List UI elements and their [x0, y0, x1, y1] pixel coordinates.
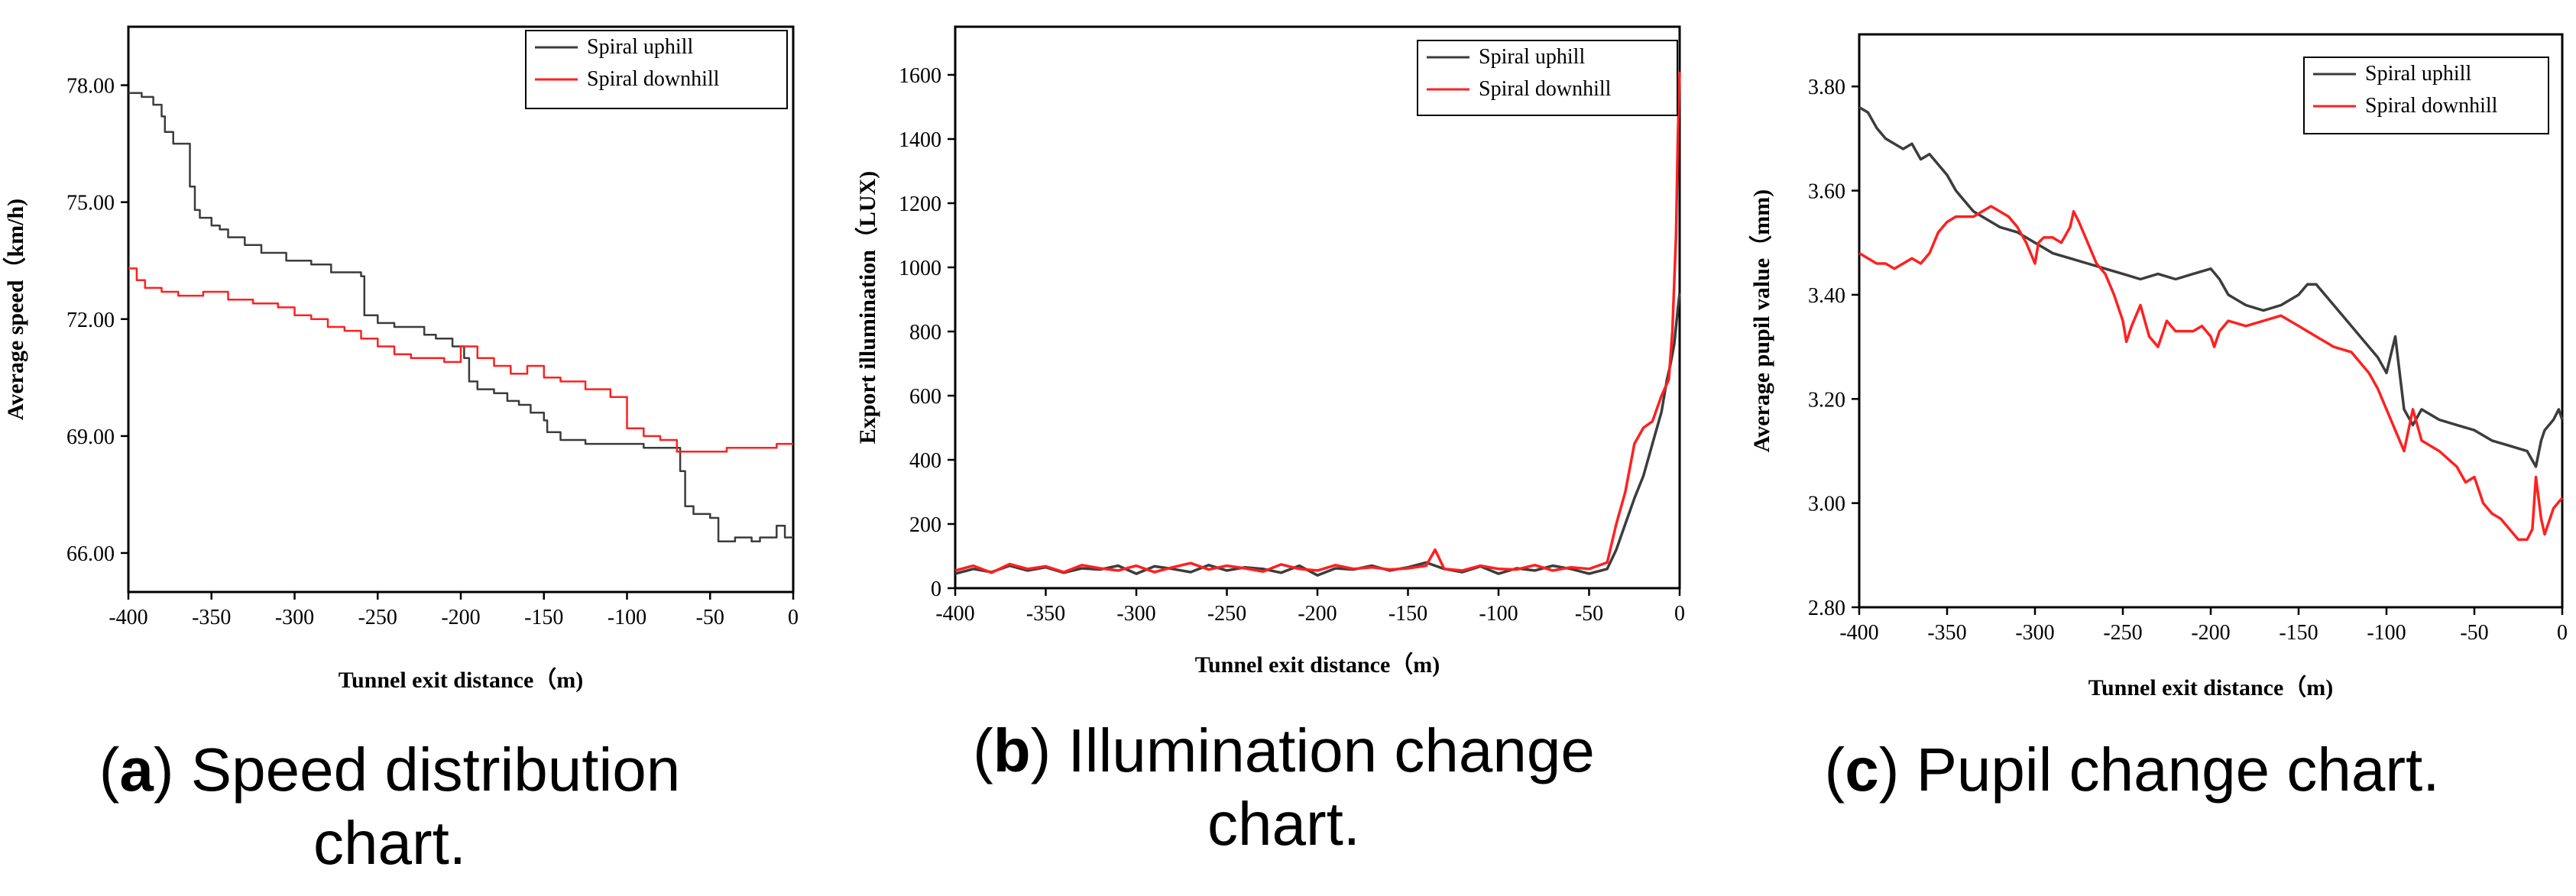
panel-b-x-tick-label: -200 — [1298, 602, 1337, 626]
panel-b-x-tick-label: -250 — [1207, 602, 1246, 626]
panel-b-x-axis-label: Tunnel exit distance（m) — [1195, 652, 1440, 678]
panel-a-y-tick-label: 66.00 — [66, 542, 115, 566]
panel-a-x-tick-label: 0 — [788, 606, 799, 629]
panel-a-x-tick-label: -250 — [358, 606, 397, 629]
panel-c-legend-label: Spiral uphill — [2365, 62, 2471, 86]
panel-b-x-tick-label: -300 — [1116, 602, 1155, 626]
panel-a-y-tick-label: 75.00 — [66, 192, 115, 215]
panel-b-y-tick-label: 400 — [909, 449, 941, 473]
panel-a-x-tick-label: -50 — [696, 606, 724, 629]
panel-a-series-line-uphill — [128, 92, 793, 542]
panel-a-x-axis-label: Tunnel exit distance（m) — [339, 667, 584, 693]
panel-c-x-tick-label: 0 — [2557, 621, 2568, 645]
panel-b-legend-box — [1417, 40, 1678, 116]
panel-a-x-tick-label: -350 — [192, 606, 231, 629]
panel-b-legend-label: Spiral downhill — [1479, 77, 1612, 101]
panel-b-y-axis-label: Export illumination（LUX) — [854, 171, 880, 445]
panel-c-y-tick-label: 3.00 — [1808, 493, 1845, 516]
panel-c-y-tick-label: 3.80 — [1808, 76, 1845, 99]
caption-b: (b) Illumination change chart. — [973, 716, 1595, 858]
panel-c-y-axis-label: Average pupil value（mm) — [1748, 189, 1774, 452]
panel-b-x-tick-label: -100 — [1479, 602, 1518, 626]
panel-b-series-line-downhill — [954, 71, 1681, 574]
panel-b-series-line-uphill — [954, 293, 1681, 577]
panel-c-x-tick-label: -150 — [2279, 621, 2318, 645]
caption-a: (a) Speed distribution chart. — [99, 736, 681, 877]
caption-c: (c) Pupil change chart. — [1824, 736, 2440, 804]
panel-a-x-tick-label: -400 — [109, 606, 147, 629]
panel-a-legend-box — [525, 30, 788, 109]
panel-b-x-tick-label: 0 — [1674, 602, 1685, 626]
panel-b-y-tick-label: 1200 — [899, 192, 941, 216]
panel-c-x-tick-label: -50 — [2460, 621, 2488, 645]
panel-c-x-tick-label: -400 — [1839, 621, 1878, 645]
panel-c-x-tick-label: -350 — [1927, 621, 1966, 645]
panel-b-y-tick-label: 600 — [909, 385, 941, 409]
panel-b-x-tick-label: -400 — [935, 602, 974, 626]
panel-a-x-tick-label: -150 — [524, 606, 563, 629]
panel-b-y-tick-label: 1600 — [899, 64, 941, 88]
panel-c-legend-label: Spiral downhill — [2365, 94, 2498, 118]
panel-c-x-axis-label: Tunnel exit distance（m) — [2088, 674, 2334, 700]
panel-b-x-tick-label: -350 — [1026, 602, 1065, 626]
panel-b-x-tick-label: -150 — [1388, 602, 1427, 626]
panel-a-y-tick-label: 69.00 — [66, 425, 115, 449]
panel-c-y-tick-label: 3.40 — [1808, 284, 1845, 308]
panel-a-x-tick-label: -300 — [275, 606, 314, 629]
panel-c-legend-box — [2303, 57, 2549, 134]
panel-b-y-tick-label: 1400 — [899, 128, 941, 152]
panel-c-series-line-uphill — [1858, 105, 2564, 468]
panel-a-series-line-downhill — [128, 267, 793, 453]
panel-b-x-tick-label: -50 — [1575, 602, 1603, 626]
panel-b-y-tick-label: 0 — [931, 577, 941, 601]
panel-c-x-tick-label: -200 — [2191, 621, 2230, 645]
panel-c-y-tick-label: 3.60 — [1808, 180, 1845, 204]
panel-b-y-tick-label: 800 — [909, 321, 941, 344]
panel-a-y-tick-label: 78.00 — [66, 75, 115, 99]
panel-c-y-tick-label: 2.80 — [1808, 597, 1845, 620]
panel-c-x-tick-label: -250 — [2103, 621, 2142, 645]
panel-b-y-tick-label: 1000 — [899, 257, 941, 280]
panel-a-legend-label: Spiral downhill — [587, 67, 720, 91]
panel-a-legend-label: Spiral uphill — [587, 35, 693, 59]
panel-a-x-tick-label: -100 — [608, 606, 646, 629]
panel-c-x-tick-label: -300 — [2015, 621, 2054, 645]
panel-a-x-tick-label: -200 — [441, 606, 480, 629]
panel-c-y-tick-label: 3.20 — [1808, 388, 1845, 412]
panel-a-y-tick-label: 72.00 — [66, 309, 115, 332]
panel-c-x-tick-label: -100 — [2367, 621, 2406, 645]
panel-b-legend-label: Spiral uphill — [1479, 45, 1585, 69]
panel-a-y-axis-label: Average speed（km/h) — [2, 199, 28, 420]
panel-b-y-tick-label: 200 — [909, 513, 941, 537]
panel-c-series-line-downhill — [1858, 205, 2564, 542]
